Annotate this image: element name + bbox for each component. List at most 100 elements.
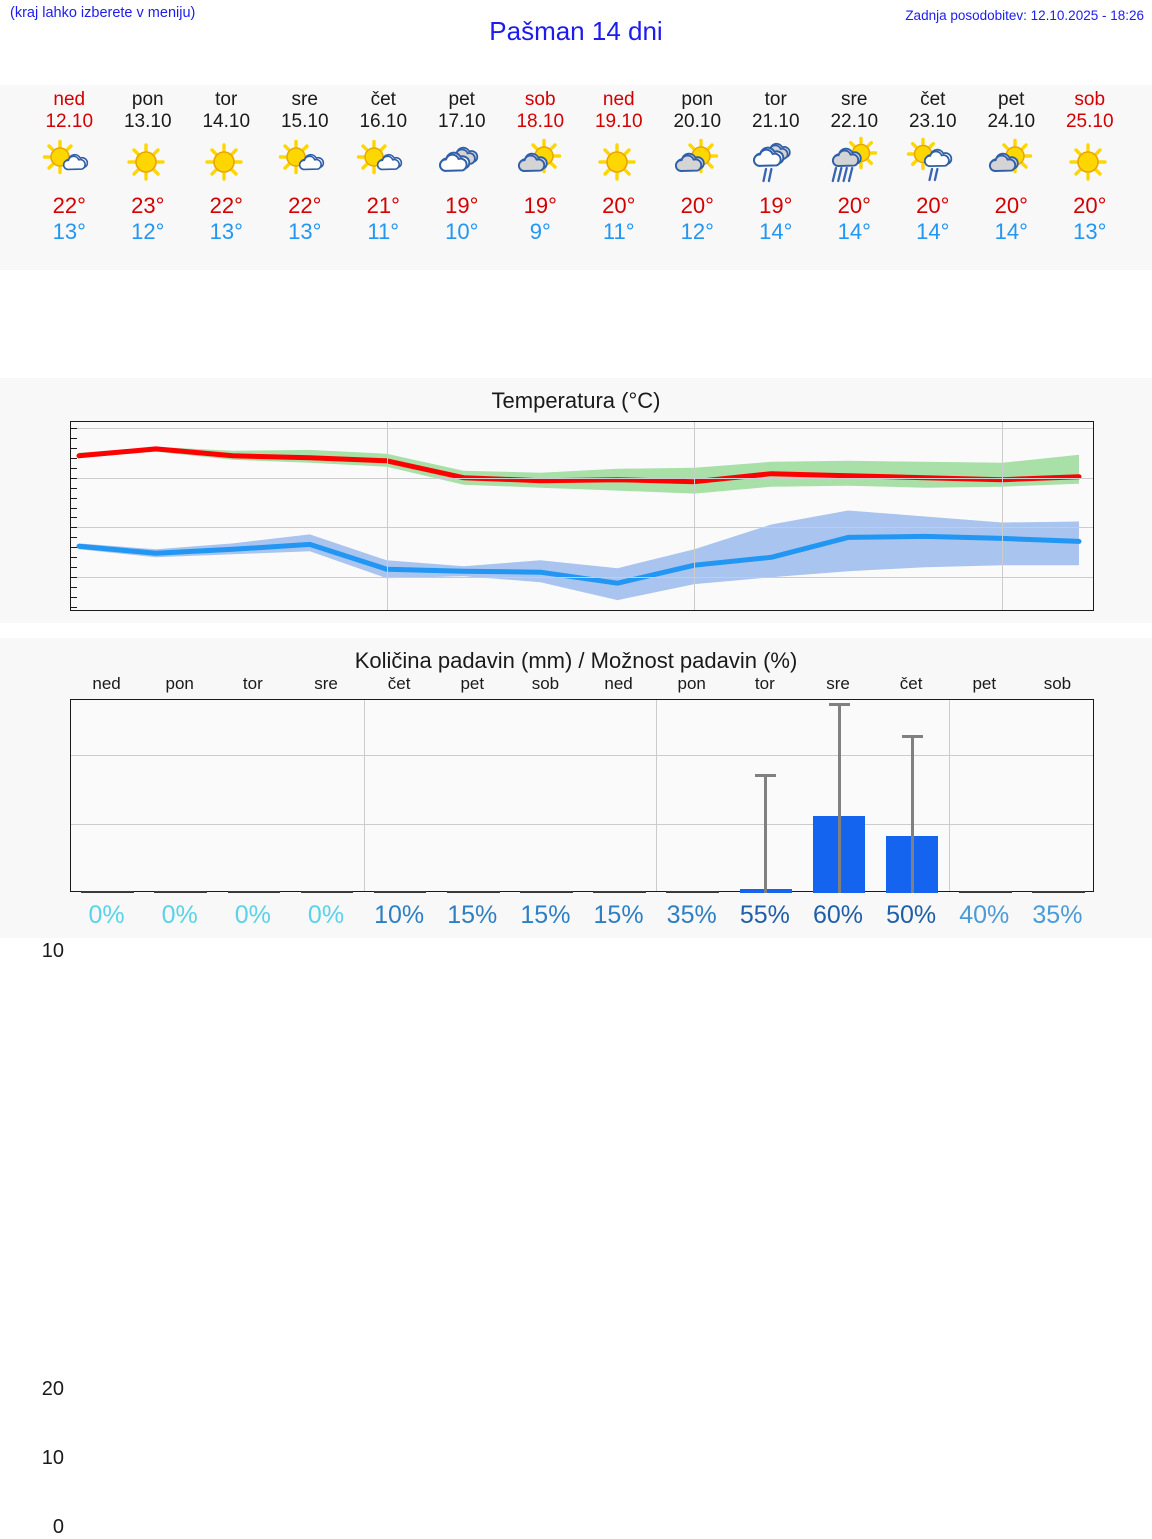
forecast-day[interactable]: tor 21.10 19° 14° [737,85,816,270]
gridline [71,527,1093,529]
sun-icon [1051,133,1130,189]
day-date: 15.10 [280,111,329,132]
axis-tick [71,457,77,459]
day-temp-max: 23° [131,193,165,218]
forecast-day[interactable]: sob 18.10 19° 9° [501,85,580,270]
forecast-day[interactable]: pon 20.10 20° 12° [658,85,737,270]
day-temp-max: 19° [523,193,557,218]
forecast-day[interactable]: sre 15.10 22° 13° [266,85,345,270]
forecast-day[interactable]: čet 16.10 21° 11° [344,85,423,270]
axis-tick [71,477,77,479]
temperature-chart-title: Temperatura (°C) [491,388,661,413]
sun-behind-cloud-icon [501,133,580,189]
day-temp-max: 20° [837,193,871,218]
day-temp-max: 20° [994,193,1028,218]
axis-tick [71,607,77,609]
cloudy-icon [423,133,502,189]
precipitation-chart-band: Količina padavin (mm) / Možnost padavin … [0,638,1152,1538]
precip-bar [227,890,281,893]
precip-bar [154,890,208,893]
axis-tick [71,497,77,499]
axis-tick [71,487,77,489]
page-title: Pašman 14 dni [489,16,663,46]
precip-day-label: sre [826,674,850,693]
precip-day-label: ned [604,674,633,693]
precip-day-label: čet [387,674,411,693]
day-temp-min: 13° [1073,219,1107,244]
forecast-day[interactable]: tor 14.10 22° 13° [187,85,266,270]
precip-error-cap [901,734,923,738]
precip-day-label: čet [899,674,923,693]
sun-cloud-heavy-rain-icon [815,133,894,189]
forecast-day[interactable]: pet 24.10 20° 14° [972,85,1051,270]
precip-bar [373,890,427,893]
gridline [71,427,1093,429]
day-temp-max: 20° [680,193,714,218]
day-name: sob [1074,89,1106,110]
axis-tick [71,447,77,449]
day-temp-min: 11° [602,219,635,244]
forecast-day-list: ned 12.10 22° 13° pon 13.10 23° 12° tor 14.10 22°… [0,85,1152,270]
gridline [1002,422,1004,610]
forecast-day[interactable]: pet 17.10 19° 10° [423,85,502,270]
day-name: pon [131,89,164,110]
precip-bar [666,890,720,893]
precip-day-label: pon [165,674,194,693]
precip-probability: 50% [886,901,937,929]
day-temp-max: 20° [916,193,950,218]
day-name: pon [681,89,714,110]
day-date: 13.10 [123,111,172,132]
day-temp-min: 11° [367,219,400,244]
day-temp-min: 14° [837,219,871,244]
precipitation-plot-area [70,699,1094,893]
temperature-plot-area [70,421,1094,611]
forecast-day[interactable]: čet 23.10 20° 14° [894,85,973,270]
precip-day-label: sre [314,674,338,693]
y-axis-tick-label: 10 [41,1447,64,1470]
precip-probability: 40% [959,901,1010,929]
forecast-strip: ned 12.10 22° 13° pon 13.10 23° 12° tor 14.10 22°… [0,85,1152,270]
day-temp-max: 21° [366,193,400,218]
precip-error-bar [910,734,914,893]
precip-probability: 15% [593,901,644,929]
gridline [71,755,1093,757]
forecast-day[interactable]: pon 13.10 23° 12° [109,85,188,270]
sun-behind-cloud-icon [972,133,1051,189]
precip-probability: 0% [234,901,271,929]
day-date: 23.10 [908,111,957,132]
day-date: 20.10 [673,111,722,132]
day-temp-min: 10° [445,219,479,244]
precip-bar [593,890,646,893]
day-temp-max: 19° [759,193,793,218]
day-temp-min: 12° [680,219,714,244]
day-date: 18.10 [516,111,565,132]
day-temp-min: 14° [994,219,1028,244]
day-name: sre [841,89,868,110]
day-date: 25.10 [1065,111,1114,132]
precip-bar [300,890,354,893]
day-name: tor [764,89,787,110]
day-date: 24.10 [987,111,1036,132]
precip-day-label: tor [242,674,263,693]
precip-error-bar [837,702,841,893]
day-name: sre [291,89,318,110]
forecast-day[interactable]: sob 25.10 20° 13° [1051,85,1130,270]
precip-day-label: pet [460,674,485,693]
precip-probability: 15% [520,901,571,929]
day-temp-min: 9° [529,219,551,244]
day-date: 14.10 [202,111,251,132]
axis-tick [71,597,77,599]
forecast-day[interactable]: ned 19.10 20° 11° [580,85,659,270]
day-date: 22.10 [830,111,879,132]
precip-probability: 0% [161,901,198,929]
gridline [386,422,388,610]
day-name: ned [53,89,86,110]
axis-tick [71,527,77,529]
forecast-day[interactable]: sre 22.10 20° 14° [815,85,894,270]
forecast-day[interactable]: ned 12.10 22° 13° [30,85,109,270]
location-menu-note: (kraj lahko izberete v meniju) [10,5,196,21]
axis-tick [71,537,77,539]
precipitation-chart-title: Količina padavin (mm) / Možnost padavin … [354,648,798,673]
day-temp-max: 20° [1073,193,1107,218]
precip-day-label: sob [1043,674,1072,693]
